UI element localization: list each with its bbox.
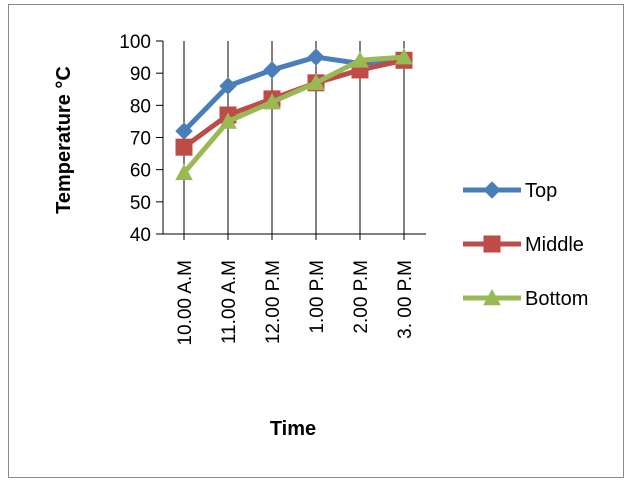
x-tick-label-3: 1.00 P.M	[307, 260, 328, 334]
legend-label-bottom: Bottom	[525, 288, 588, 310]
point-bottom-1	[219, 112, 237, 129]
series-layer	[175, 48, 413, 181]
x-tick-label-4: 2.00 P.M	[351, 260, 372, 334]
point-top-1	[219, 77, 237, 95]
point-bottom-3	[307, 73, 325, 91]
y-tick-label-90: 90	[130, 64, 151, 85]
legend-entry-top: Top	[463, 180, 557, 202]
x-tick-label-0: 10.00 A.M	[175, 260, 196, 346]
point-bottom-2	[263, 93, 281, 110]
legend-entry-middle: Middle	[463, 234, 584, 256]
y-tick-label-80: 80	[130, 96, 151, 117]
x-tick-label-5: 3. 00 P.M	[395, 260, 416, 339]
point-bottom-4	[351, 51, 369, 68]
y-tick-label-50: 50	[130, 193, 151, 214]
y-axis-title: Temperature °C	[53, 66, 75, 214]
point-middle-0	[175, 138, 193, 156]
legend-label-top: Top	[525, 180, 557, 202]
axis-layer	[156, 40, 426, 240]
x-tick-label-1: 11.00 A.M	[219, 260, 240, 344]
point-bottom-0	[175, 163, 193, 181]
legend-entry-bottom: Bottom	[463, 288, 588, 310]
y-tick-label-100: 100	[119, 32, 151, 53]
legend-marker-bottom	[483, 288, 501, 306]
point-bottom-5	[395, 48, 413, 65]
legend: Top Middle Bottom	[463, 180, 588, 310]
x-axis-title: Time	[270, 418, 316, 440]
point-top-2	[263, 61, 281, 79]
legend-marker-middle	[483, 235, 501, 253]
series-line-bottom	[181, 54, 407, 176]
legend-marker-top	[483, 181, 501, 199]
tick-label-layer: 40 50 60 70 80 90 100 10.00 A.M 11.00 A.M 12.00 P…	[119, 32, 416, 346]
legend-label-middle: Middle	[525, 234, 584, 256]
y-tick-label-70: 70	[130, 129, 151, 150]
y-tick-label-40: 40	[130, 225, 151, 246]
point-top-3	[307, 48, 325, 66]
x-tick-label-2: 12.00 P.M	[263, 260, 284, 344]
y-tick-label-60: 60	[130, 161, 151, 182]
series-bottom	[175, 48, 413, 181]
